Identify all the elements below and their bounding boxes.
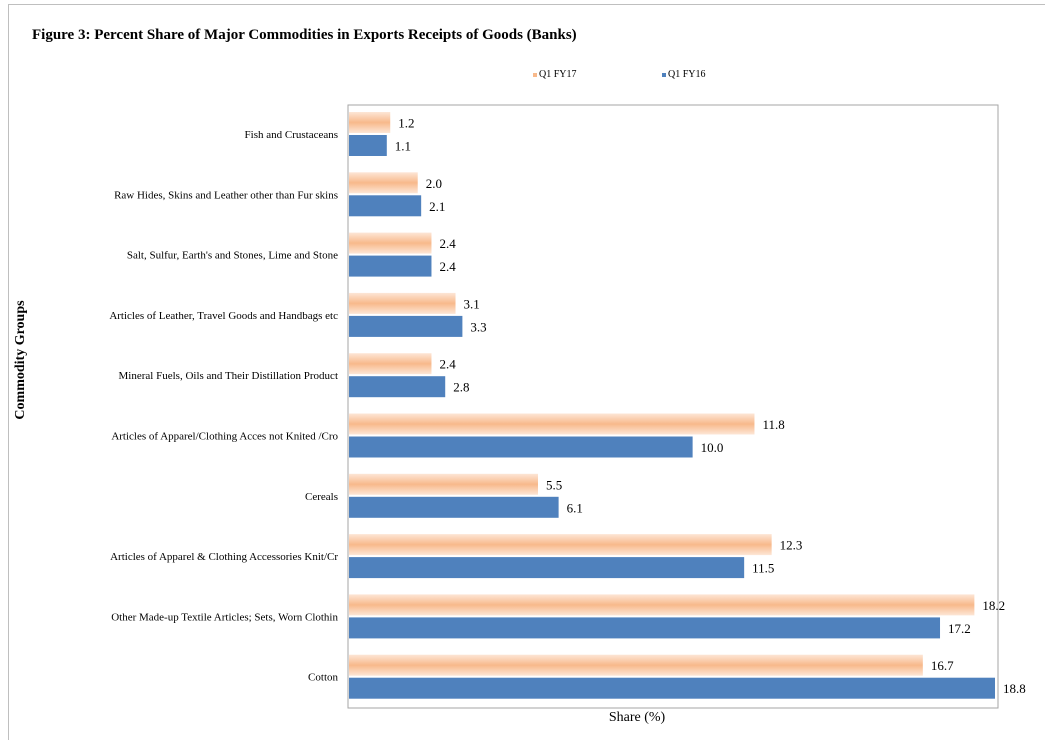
category-label: Raw Hides, Skins and Leather other than … (114, 189, 338, 201)
legend: Q1 FY17 Q1 FY16 (0, 69, 1047, 85)
bar-q1fy16 (349, 677, 995, 699)
bar-q1fy17 (349, 353, 432, 375)
bar-q1fy17 (349, 594, 975, 616)
category-label: Cotton (308, 672, 338, 684)
data-label: 3.1 (464, 296, 480, 311)
legend-swatch-q1fy17 (533, 72, 537, 77)
data-label: 2.0 (426, 176, 442, 191)
plot-area (347, 104, 999, 709)
data-label: 2.1 (429, 199, 445, 214)
category-label: Articles of Apparel/Clothing Acces not K… (111, 431, 338, 443)
data-label: 2.4 (439, 259, 456, 274)
category-label: Fish and Crustaceans (245, 129, 338, 141)
bar-q1fy17 (349, 172, 418, 194)
bar-q1fy16 (349, 557, 745, 579)
data-label: 2.8 (453, 380, 469, 395)
category-label: Articles of Apparel & Clothing Accessori… (110, 551, 338, 563)
x-axis-label: Share (%) (608, 710, 666, 725)
bar-q1fy16 (349, 617, 941, 639)
bar-q1fy16 (349, 315, 463, 337)
data-label: 1.1 (395, 139, 411, 154)
data-label: 2.4 (439, 236, 456, 251)
data-label: 11.8 (762, 417, 784, 432)
bar-q1fy16 (349, 496, 559, 518)
bar-q1fy16 (349, 436, 693, 458)
category-label: Salt, Sulfur, Earth's and Stones, Lime a… (127, 250, 338, 262)
category-label: Cereals (305, 491, 338, 503)
bar-q1fy16 (349, 195, 422, 217)
data-label: 2.4 (439, 357, 456, 372)
data-label: 16.7 (931, 658, 954, 673)
chart-title: Figure 3: Percent Share of Major Commodi… (32, 27, 577, 43)
bar-q1fy16 (349, 255, 432, 277)
category-label: Articles of Leather, Travel Goods and Ha… (109, 310, 338, 322)
bar-q1fy17 (349, 232, 432, 254)
bar-q1fy17 (349, 413, 755, 435)
legend-item-q1fy16: Q1 FY16 (662, 69, 706, 80)
legend-swatch-q1fy16 (662, 72, 666, 77)
legend-label-q1fy17: Q1 FY17 (539, 69, 577, 80)
data-label: 10.0 (701, 440, 724, 455)
data-label: 17.2 (948, 621, 971, 636)
data-label: 1.2 (398, 116, 414, 131)
data-label: 6.1 (567, 500, 583, 515)
category-label: Mineral Fuels, Oils and Their Distillati… (119, 370, 338, 382)
data-label: 5.5 (546, 477, 562, 492)
bar-q1fy16 (349, 376, 446, 398)
bar-q1fy17 (349, 473, 538, 495)
bar-q1fy17 (349, 292, 456, 314)
legend-item-q1fy17: Q1 FY17 (533, 69, 577, 80)
data-label: 11.5 (752, 561, 774, 576)
bar-q1fy17 (349, 112, 391, 133)
data-label: 18.8 (1003, 681, 1026, 696)
chart-frame (8, 4, 1045, 740)
data-label: 12.3 (780, 538, 803, 553)
data-label: 18.2 (982, 598, 1005, 613)
bar-q1fy17 (349, 654, 923, 676)
bar-q1fy17 (349, 534, 772, 556)
category-label: Other Made-up Textile Articles; Sets, Wo… (111, 611, 338, 623)
data-label: 3.3 (470, 319, 486, 334)
bar-q1fy16 (349, 135, 387, 156)
legend-label-q1fy16: Q1 FY16 (668, 69, 706, 80)
